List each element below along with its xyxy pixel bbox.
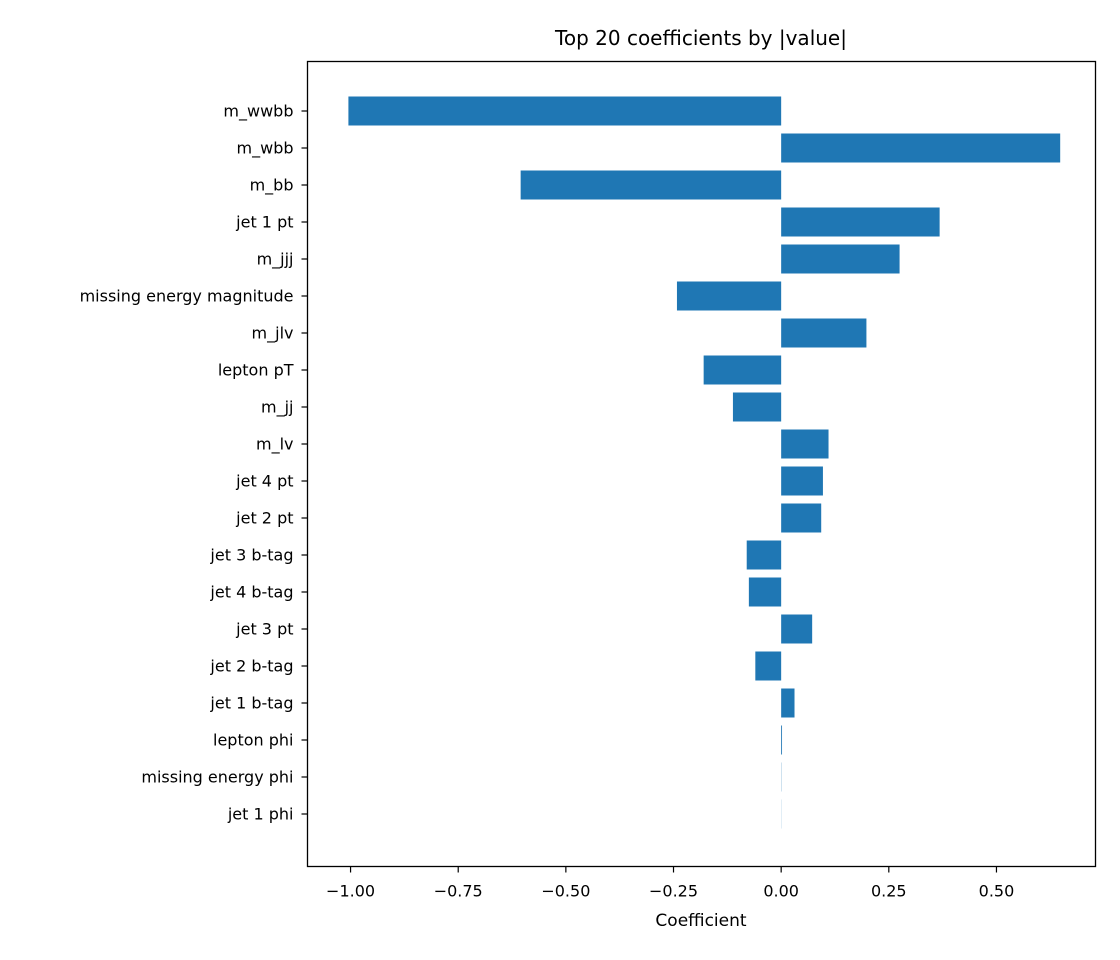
y-tick-label: lepton phi bbox=[213, 731, 293, 750]
bar bbox=[676, 281, 782, 311]
y-tick-label: jet 3 b-tag bbox=[209, 546, 293, 565]
y-tick-label: m_jlv bbox=[252, 324, 294, 344]
x-tick-label: 0.00 bbox=[763, 882, 799, 901]
x-axis-label: Coefficient bbox=[655, 911, 746, 931]
plot-frame bbox=[306, 60, 1097, 868]
y-tick-label: missing energy magnitude bbox=[80, 287, 294, 306]
bar bbox=[781, 318, 867, 348]
y-tick-label: m_lv bbox=[256, 435, 294, 455]
y-tick-label: missing energy phi bbox=[141, 768, 293, 787]
y-tick-label: jet 4 pt bbox=[235, 472, 293, 491]
y-tick-label: jet 1 b-tag bbox=[209, 694, 293, 713]
bar bbox=[746, 540, 782, 570]
y-tick-label: m_wbb bbox=[237, 139, 294, 159]
bar bbox=[520, 170, 782, 200]
y-tick-label: lepton pT bbox=[218, 361, 294, 380]
bar-group bbox=[348, 96, 1061, 829]
x-tick-label: −0.25 bbox=[649, 882, 698, 901]
y-tick-label: m_wwbb bbox=[223, 102, 293, 122]
bar bbox=[781, 133, 1061, 163]
x-tick-label: 0.50 bbox=[979, 882, 1015, 901]
bar bbox=[781, 725, 783, 755]
bar bbox=[781, 688, 795, 718]
chart-title: Top 20 coefficients by |value| bbox=[554, 26, 847, 50]
x-axis-ticks: −1.00 −0.75 −0.50 −0.25 0.00 0.25 0.50 bbox=[326, 866, 1015, 901]
bar bbox=[781, 503, 822, 533]
x-tick-label: −0.50 bbox=[541, 882, 590, 901]
x-tick-label: −0.75 bbox=[434, 882, 483, 901]
bar bbox=[348, 96, 782, 126]
bar bbox=[732, 392, 782, 422]
y-tick-label: jet 1 phi bbox=[227, 805, 294, 824]
y-tick-label: m_jj bbox=[261, 398, 293, 418]
bar bbox=[703, 355, 782, 385]
x-tick-label: −1.00 bbox=[326, 882, 375, 901]
y-tick-label: jet 4 b-tag bbox=[209, 583, 293, 602]
y-tick-label: jet 2 pt bbox=[235, 509, 293, 528]
bar bbox=[755, 651, 782, 681]
y-tick-label: m_bb bbox=[250, 176, 294, 196]
bar bbox=[781, 429, 829, 459]
y-tick-label: jet 1 pt bbox=[235, 213, 293, 232]
bar bbox=[781, 466, 823, 496]
bar bbox=[748, 577, 782, 607]
bar bbox=[781, 614, 813, 644]
y-tick-label: jet 2 b-tag bbox=[209, 657, 293, 676]
bar bbox=[781, 207, 940, 237]
y-tick-label: m_jjj bbox=[257, 250, 294, 270]
x-tick-label: 0.25 bbox=[871, 882, 907, 901]
y-tick-label: jet 3 pt bbox=[235, 620, 293, 639]
bar bbox=[781, 244, 900, 274]
